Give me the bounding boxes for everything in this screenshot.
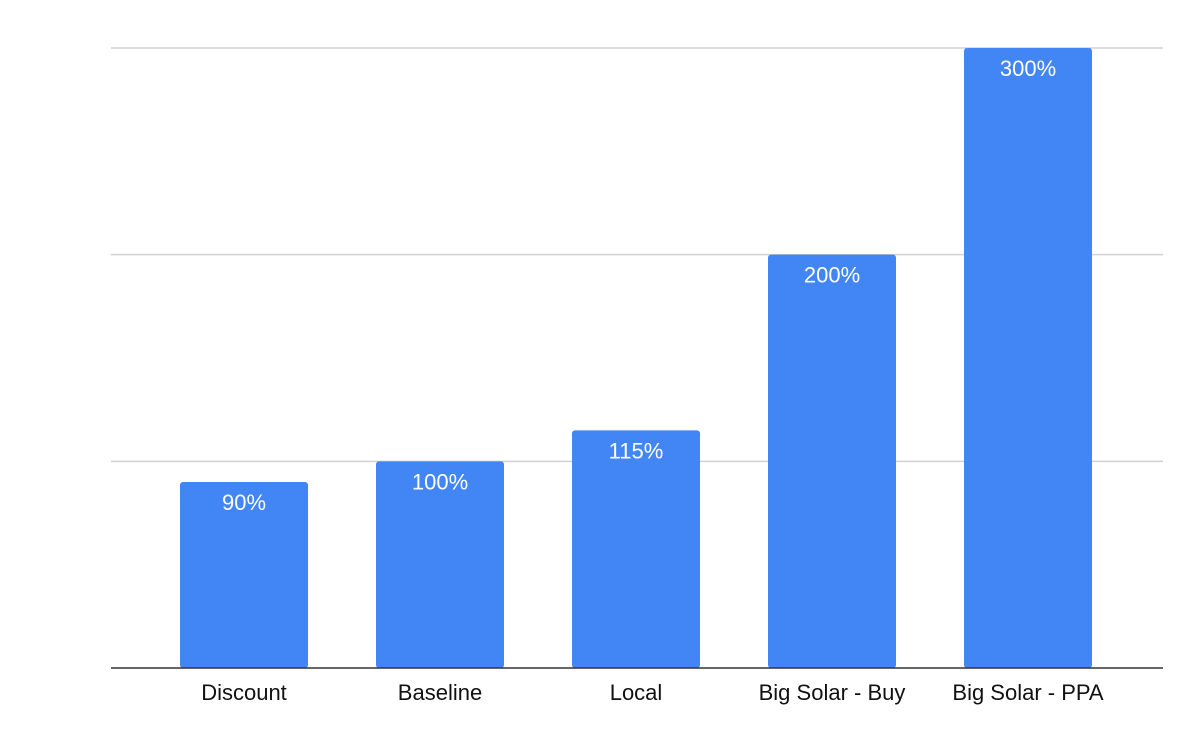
bars <box>180 48 1092 668</box>
x-tick-label-big-solar-ppa: Big Solar - PPA <box>952 680 1104 705</box>
data-label-local: 115% <box>609 438 664 463</box>
bar-baseline <box>376 461 504 668</box>
data-label-big-solar-ppa: 300% <box>1000 56 1056 81</box>
bar-discount <box>180 482 308 668</box>
x-tick-label-local: Local <box>610 680 663 705</box>
bar-local <box>572 430 700 668</box>
data-label-discount: 90% <box>222 490 266 515</box>
data-label-big-solar-buy: 200% <box>804 263 860 288</box>
bar-big-solar-ppa <box>964 48 1092 668</box>
x-axis: Discount Baseline Local Big Solar - Buy Big … <box>111 667 1163 705</box>
x-tick-label-big-solar-buy: Big Solar - Buy <box>759 680 906 705</box>
data-label-baseline: 100% <box>412 469 468 494</box>
x-tick-label-baseline: Baseline <box>398 680 482 705</box>
data-labels: 90% 100% 115% 200% 300% <box>222 56 1056 515</box>
bar-big-solar-buy <box>768 254 896 668</box>
x-tick-label-discount: Discount <box>201 680 287 705</box>
